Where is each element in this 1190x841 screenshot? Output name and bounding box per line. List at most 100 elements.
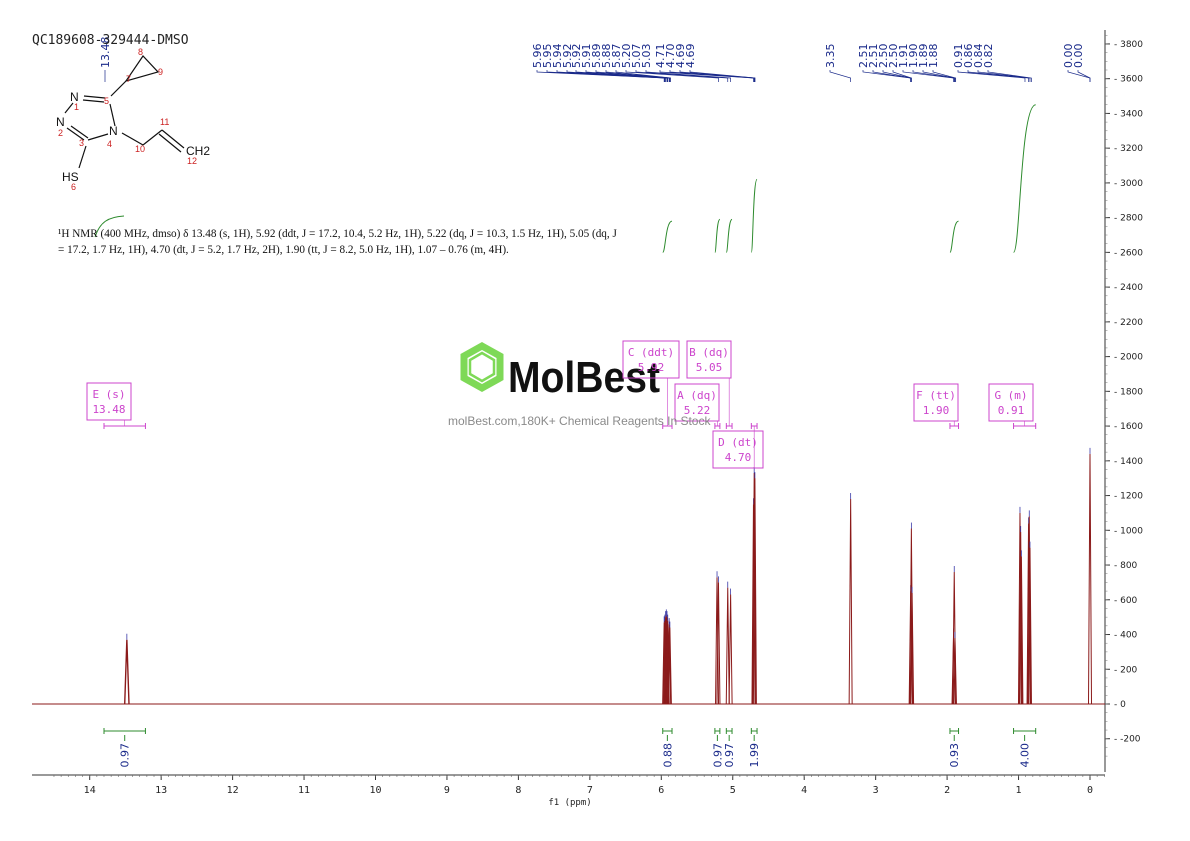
peak-label: 2.51	[867, 44, 880, 69]
y-tick-label: - 200	[1114, 665, 1138, 675]
bond	[78, 145, 87, 169]
x-tick-label: 13	[155, 785, 167, 796]
multiplet-label: D (dt)	[718, 436, 758, 449]
multiplet-box	[622, 340, 680, 379]
peak-label-leader	[645, 70, 731, 82]
multiplet-box	[674, 383, 720, 422]
peak-label: 5.96	[531, 44, 544, 69]
peak-label-leader	[625, 70, 719, 82]
integral-curves: 0.97 0.88 0.970.97 1.99 0.93 4.00	[94, 104, 1037, 768]
multiplet-box	[913, 383, 959, 422]
y-tick-label: - 1000	[1114, 526, 1143, 536]
multiplet-shift: 5.22	[684, 404, 711, 417]
peak-label: 5.07	[630, 44, 643, 69]
x-tick-label: 10	[369, 785, 381, 796]
peak-label-leader	[615, 70, 671, 82]
peak-label: 1.91	[897, 44, 910, 69]
y-tick-label: - 3000	[1114, 179, 1143, 189]
peak-label: 5.89	[590, 44, 603, 69]
multiplet-label: A (dq)	[677, 389, 717, 402]
multiplet-label: B (dq)	[689, 346, 729, 359]
atom-number: 9	[158, 67, 163, 77]
molbest-logo-inner-ring	[468, 351, 496, 383]
y-tick-label: - -200	[1114, 735, 1141, 745]
bond	[121, 132, 144, 146]
peak-label-leader	[585, 70, 669, 82]
x-tick-label: 3	[873, 785, 879, 796]
peak-label: 0.86	[962, 44, 975, 69]
y-tick-label: - 1200	[1114, 492, 1143, 502]
integral-curve	[750, 178, 758, 253]
y-tick-label: - 1800	[1114, 387, 1143, 397]
integral-value: 4.00	[1019, 743, 1032, 768]
integral-value: 1.99	[748, 743, 761, 768]
integral-value: 0.97	[119, 743, 132, 768]
peak-label: 4.71	[654, 44, 667, 69]
atom-label: CH2	[186, 144, 210, 158]
y-tick-label: - 1400	[1114, 457, 1143, 467]
integral-curve	[1013, 104, 1036, 253]
atom-number: 1	[74, 102, 79, 112]
multiplet-box	[86, 382, 132, 421]
y-tick-label: - 400	[1114, 631, 1138, 641]
bond	[110, 80, 127, 97]
y-tick-label: - 0	[1114, 700, 1126, 710]
peak-label: 1.89	[917, 44, 930, 69]
y-tick-label: - 3600	[1114, 75, 1143, 85]
atom-number: 2	[58, 128, 63, 138]
peak-label: 5.94	[551, 44, 564, 69]
multiplet-label: E (s)	[92, 388, 125, 401]
multiplet-box	[686, 340, 732, 379]
peak-label: 0.91	[952, 44, 965, 69]
atom-label: N	[70, 90, 79, 104]
peak-label: 5.92	[561, 44, 574, 69]
integral-curve	[725, 218, 733, 253]
y-tick-label: - 1600	[1114, 422, 1143, 432]
x-tick-label: 1	[1016, 785, 1022, 796]
peak-label: 4.70	[664, 44, 677, 69]
atom-number: 7	[126, 74, 131, 84]
spectrum-trace	[32, 447, 1105, 705]
bond	[158, 133, 182, 153]
integral-curve	[714, 218, 721, 253]
peak-label-leader	[987, 70, 1032, 82]
multiplet-shift: 4.70	[725, 451, 752, 464]
molbest-logo-hexagon	[460, 341, 504, 393]
peak-label-leader	[872, 70, 912, 82]
peak-label: 4.69	[674, 44, 687, 69]
multiplet-shift: 5.92	[638, 361, 665, 374]
integral-value: 0.97	[711, 743, 724, 768]
peak-label-leader	[635, 70, 729, 82]
peak-label-leader	[957, 70, 1026, 82]
bond	[66, 127, 85, 141]
x-tick-label: 14	[84, 785, 96, 796]
peak-label: 4.69	[684, 44, 697, 69]
peak-label-leader	[829, 70, 851, 82]
multiplet-shift: 5.05	[696, 361, 723, 374]
multiplet-label: G (m)	[994, 389, 1027, 402]
bond	[87, 133, 109, 141]
y-tick-label: - 2800	[1114, 214, 1143, 224]
x-tick-label: 2	[944, 785, 950, 796]
peak-label: 5.95	[541, 44, 554, 69]
multiplet-shift: 0.91	[998, 404, 1025, 417]
atom-number: 6	[71, 182, 76, 192]
atom-label: HS	[62, 170, 79, 184]
x-tick-label: 11	[298, 785, 310, 796]
integral-curve	[94, 215, 125, 238]
integral-curve	[949, 220, 959, 253]
y-tick-label: - 2000	[1114, 353, 1143, 363]
multiplet-shift: 1.90	[923, 404, 950, 417]
atom-number: 3	[79, 138, 84, 148]
atom-number: 12	[187, 156, 197, 166]
x-tick-label: 8	[515, 785, 521, 796]
nmr-description: ¹H NMR (400 MHz, dmso) δ 13.48 (s, 1H), …	[58, 228, 617, 256]
peak-label: 5.91	[580, 44, 593, 69]
atom-number: 4	[107, 139, 112, 149]
atom-number: 10	[135, 144, 145, 154]
spectrum-peak	[725, 587, 730, 705]
spectrum-peak	[1088, 453, 1092, 705]
peak-label: 0.00	[1062, 44, 1075, 69]
cyclopropyl-ring	[124, 55, 160, 83]
multiplet-box	[988, 383, 1034, 422]
